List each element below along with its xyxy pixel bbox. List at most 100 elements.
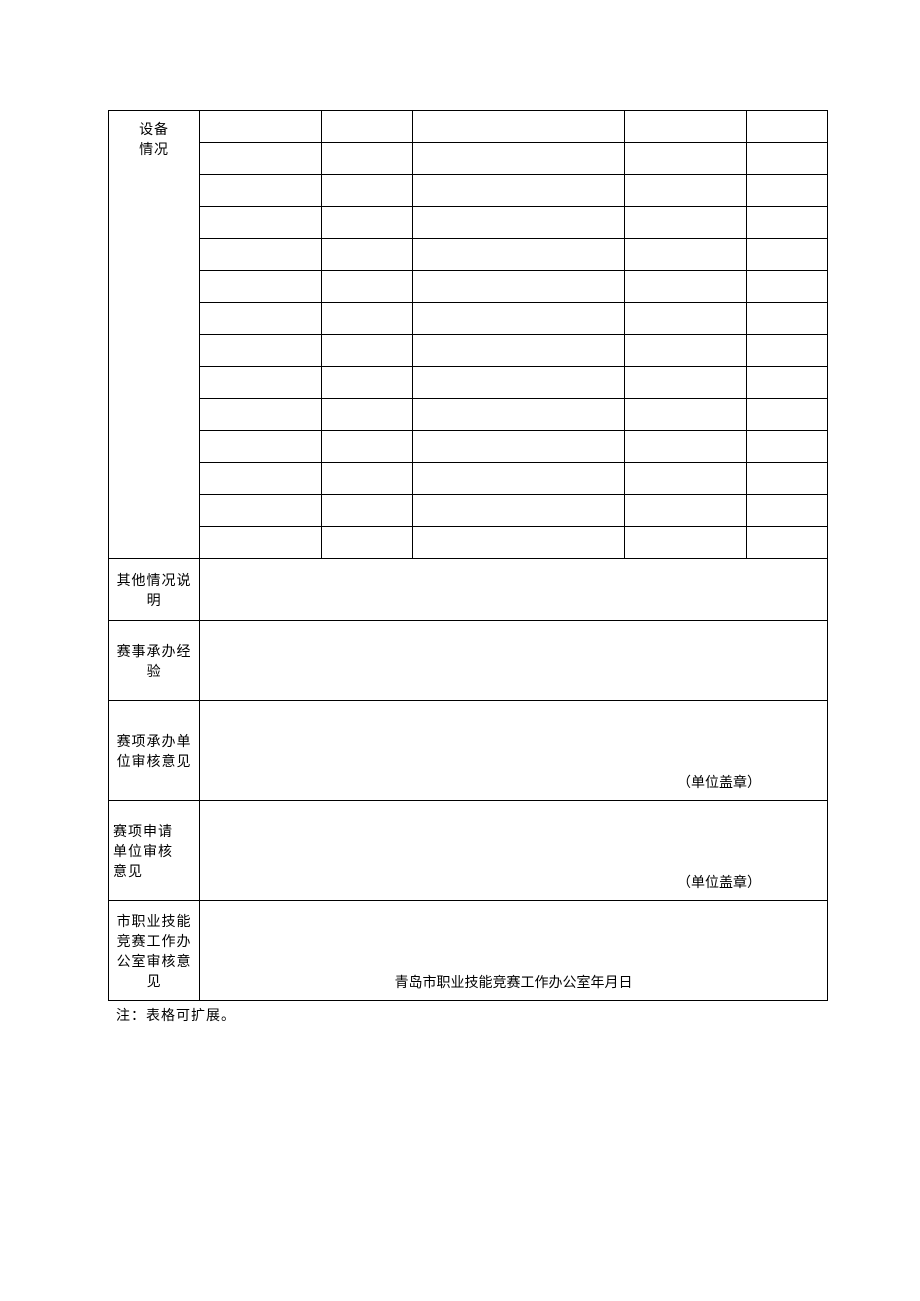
opinion2-stamp: （单位盖章） [677,872,761,892]
equipment-row [109,303,828,335]
equip-cell [321,271,412,303]
equip-cell [200,303,322,335]
opinion1-stamp: （单位盖章） [677,772,761,792]
opinion1-row: 赛项承办单位审核意见 （单位盖章） [109,701,828,801]
equip-cell [625,335,747,367]
opinion3-label: 市职业技能竞赛工作办公室审核意见 [109,901,200,1001]
form-table: 设备情况 [108,110,828,1001]
equip-cell [625,399,747,431]
equip-cell [746,367,827,399]
opinion3-content: 青岛市职业技能竞赛工作办公室年月日 [200,901,828,1001]
equip-cell [412,463,625,495]
equip-cell [321,111,412,143]
experience-content [200,621,828,701]
equip-cell [625,463,747,495]
equip-cell [625,303,747,335]
equip-cell [321,495,412,527]
equip-cell [321,431,412,463]
equip-cell [625,367,747,399]
equip-cell [412,399,625,431]
equip-cell [321,399,412,431]
experience-label: 赛事承办经验 [109,621,200,701]
equipment-row [109,367,828,399]
equip-cell [625,495,747,527]
opinion3-stamp: 青岛市职业技能竞赛工作办公室年月日 [395,972,633,992]
equipment-row [109,175,828,207]
opinion1-content: （单位盖章） [200,701,828,801]
equip-cell [625,111,747,143]
equip-cell [321,175,412,207]
other-info-row: 其他情况说明 [109,559,828,621]
equip-cell [412,271,625,303]
experience-row: 赛事承办经验 [109,621,828,701]
other-info-label: 其他情况说明 [109,559,200,621]
equip-cell [200,527,322,559]
equip-cell [200,175,322,207]
equipment-row [109,143,828,175]
equip-cell [746,143,827,175]
equipment-row [109,239,828,271]
equip-cell [746,335,827,367]
equip-cell [200,271,322,303]
equip-cell [412,495,625,527]
equip-cell [412,335,625,367]
equipment-row [109,495,828,527]
equip-cell [746,303,827,335]
footnote-text: 注：表格可扩展。 [116,1005,828,1025]
equip-cell [321,239,412,271]
equip-cell [746,271,827,303]
equipment-row [109,207,828,239]
equip-cell [321,527,412,559]
equip-cell [412,207,625,239]
equip-cell [200,463,322,495]
equip-cell [625,527,747,559]
equip-cell [746,175,827,207]
equip-cell [412,143,625,175]
equip-cell [321,143,412,175]
equip-cell [746,239,827,271]
equip-cell [200,207,322,239]
equip-cell [412,175,625,207]
equip-cell [412,303,625,335]
equipment-row [109,335,828,367]
equip-cell [321,207,412,239]
equip-cell [625,271,747,303]
equipment-row [109,271,828,303]
equipment-row [109,399,828,431]
equip-cell [321,367,412,399]
equipment-label: 设备情况 [109,111,200,559]
equip-cell [746,463,827,495]
equip-cell [200,431,322,463]
equip-cell [746,431,827,463]
equipment-row [109,431,828,463]
equip-cell [200,367,322,399]
equip-cell [746,399,827,431]
equipment-row [109,527,828,559]
equip-cell [412,431,625,463]
equip-cell [200,495,322,527]
equip-cell [200,111,322,143]
equip-cell [200,335,322,367]
opinion2-row: 赛项申请单位审核意见 （单位盖章） [109,801,828,901]
equip-cell [412,111,625,143]
equip-cell [625,431,747,463]
equip-cell [625,207,747,239]
equipment-row [109,463,828,495]
equip-cell [200,399,322,431]
equip-cell [412,527,625,559]
equip-cell [746,495,827,527]
equip-cell [200,239,322,271]
equip-cell [200,143,322,175]
opinion2-content: （单位盖章） [200,801,828,901]
equip-cell [321,463,412,495]
equip-cell [412,239,625,271]
equip-cell [746,111,827,143]
equip-cell [321,303,412,335]
equip-cell [625,175,747,207]
equip-cell [625,239,747,271]
equip-cell [746,527,827,559]
equip-cell [625,143,747,175]
equip-cell [321,335,412,367]
equipment-row: 设备情况 [109,111,828,143]
opinion1-label: 赛项承办单位审核意见 [109,701,200,801]
